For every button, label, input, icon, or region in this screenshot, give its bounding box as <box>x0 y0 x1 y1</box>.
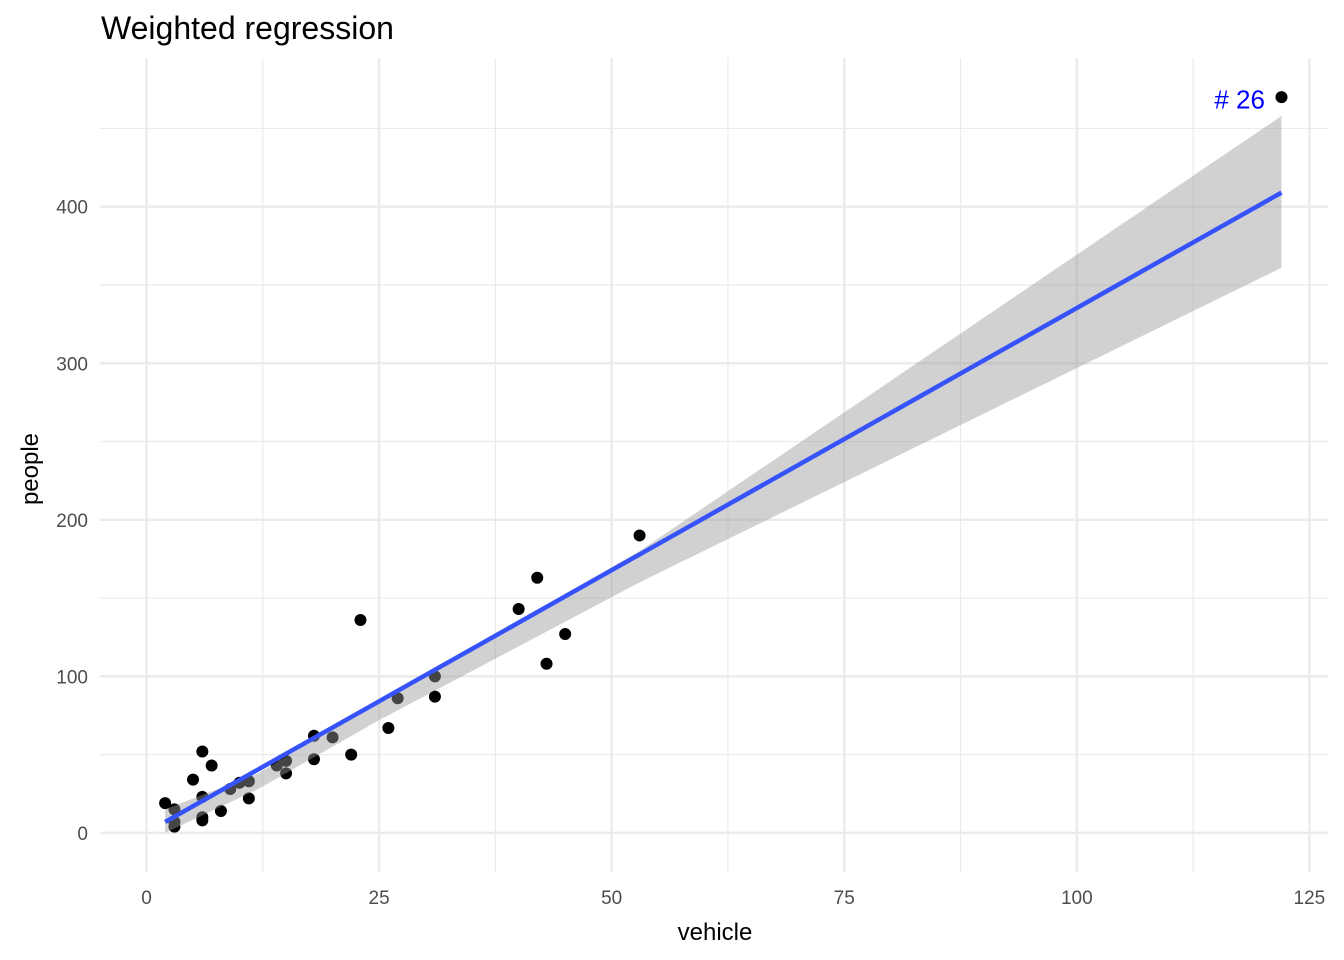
data-point <box>391 692 404 705</box>
data-point <box>205 759 218 772</box>
data-point <box>633 529 646 542</box>
data-point <box>168 820 181 833</box>
data-point <box>307 753 320 766</box>
data-point <box>428 690 441 703</box>
x-axis-ticks: 0 25 50 75 100 125 <box>141 888 1325 909</box>
data-point <box>345 748 358 761</box>
data-point <box>196 745 209 758</box>
x-tick-label: 50 <box>601 888 622 909</box>
x-axis-label: vehicle <box>678 919 753 946</box>
y-tick-label: 300 <box>56 354 88 375</box>
grid-minor-lines <box>100 58 1328 872</box>
data-point <box>540 657 553 670</box>
data-point <box>242 792 255 805</box>
data-point <box>168 803 181 816</box>
data-point <box>214 804 227 817</box>
x-tick-label: 0 <box>141 888 152 909</box>
x-tick-label: 75 <box>834 888 855 909</box>
data-point <box>531 571 544 584</box>
data-point <box>512 603 525 616</box>
data-point <box>354 613 367 626</box>
data-point <box>326 731 339 744</box>
outlier-annotation: # 26 <box>1214 84 1265 114</box>
x-tick-label: 100 <box>1061 888 1093 909</box>
chart-title: Weighted regression <box>101 10 394 46</box>
data-point <box>280 767 293 780</box>
data-point <box>559 628 572 641</box>
x-tick-label: 25 <box>369 888 390 909</box>
y-tick-label: 0 <box>77 824 88 845</box>
y-tick-label: 200 <box>56 511 88 532</box>
x-tick-label: 125 <box>1294 888 1326 909</box>
data-point <box>1275 91 1288 104</box>
grid-major-lines <box>100 58 1328 872</box>
data-point <box>382 721 395 734</box>
y-tick-label: 400 <box>56 198 88 219</box>
data-point <box>159 797 172 810</box>
data-point <box>196 814 209 827</box>
data-points <box>159 91 1288 833</box>
regression-line <box>164 190 1283 824</box>
y-tick-label: 100 <box>56 667 88 688</box>
y-axis-ticks: 0 100 200 300 400 <box>56 198 88 845</box>
data-point <box>187 773 200 786</box>
y-axis-label: people <box>17 433 44 505</box>
